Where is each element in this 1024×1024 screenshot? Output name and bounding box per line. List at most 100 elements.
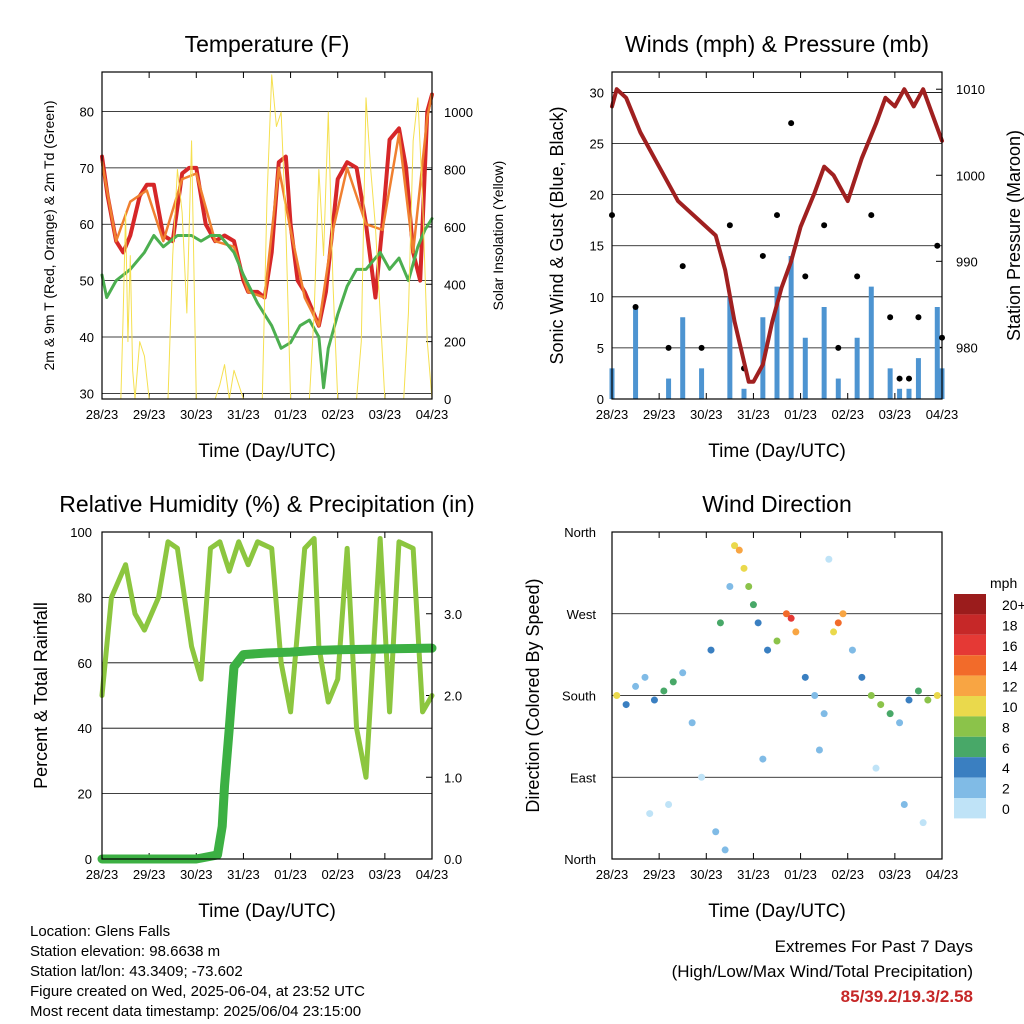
y2-tick-label: 200 xyxy=(444,335,466,350)
gust-point xyxy=(821,222,828,229)
x-tick-label: 31/23 xyxy=(737,407,770,422)
direction-point xyxy=(924,696,932,704)
direction-point xyxy=(735,546,743,554)
direction-point xyxy=(679,669,687,677)
precip-line xyxy=(97,643,437,864)
chart-panel-winds: Winds (mph) & Pressure (mb) 28/23 29/23 30/… xyxy=(547,31,1024,462)
legend-label: 8 xyxy=(1002,719,1010,735)
x-tick-label: 29/23 xyxy=(643,867,676,882)
x-tick-label: 28/23 xyxy=(86,867,119,882)
y2-axis-label: Solar Insolation (Yellow) xyxy=(490,161,506,311)
legend-swatch xyxy=(954,696,986,717)
y-tick-label: 0 xyxy=(597,392,604,407)
gust-point xyxy=(906,375,912,382)
direction-point xyxy=(716,619,724,627)
legend-label: 20+ xyxy=(1002,597,1024,613)
y2-tick-label: 0.0 xyxy=(444,852,462,867)
y2-axis-label: Station Pressure (Maroon) xyxy=(1004,130,1024,341)
direction-point xyxy=(830,628,838,636)
x-axis-label: Time (Day/UTC) xyxy=(708,441,846,462)
x-tick-label: 04/23 xyxy=(416,407,449,422)
x-tick-label: 28/23 xyxy=(86,407,119,422)
chart-panel-temperature: Temperature (F) 28/23 29/23 30/23 31/23 01/23… xyxy=(41,31,506,462)
plot-frame xyxy=(611,531,943,860)
direction-point xyxy=(867,692,875,699)
direction-point xyxy=(886,710,894,718)
legend-label: 10 xyxy=(1002,699,1018,715)
gust-point xyxy=(726,222,733,229)
legend-label: 0 xyxy=(1002,801,1010,817)
station-info: Location: Glens Falls Station elevation:… xyxy=(30,922,365,1022)
x-axis-label: Time (Day/UTC) xyxy=(708,901,846,922)
y-tick-label: 80 xyxy=(80,104,94,119)
y2-tick-label: 3.0 xyxy=(444,607,462,622)
y-tick-label: 70 xyxy=(80,161,94,176)
x-tick-label: 29/23 xyxy=(133,407,166,422)
x-tick-label: 31/23 xyxy=(227,867,260,882)
direction-point xyxy=(665,801,673,808)
direction-point xyxy=(787,614,795,622)
y-tick-label: 10 xyxy=(590,290,604,305)
legend-swatch xyxy=(954,675,986,696)
y-tick-label: 20 xyxy=(78,787,92,802)
direction-point xyxy=(764,646,772,654)
direction-point xyxy=(754,619,762,627)
x-tick-label: 03/23 xyxy=(879,867,912,882)
direction-point xyxy=(782,610,790,618)
chart-title: Relative Humidity (%) & Precipitation (i… xyxy=(59,491,474,517)
direction-point xyxy=(811,692,819,699)
direction-point xyxy=(773,637,781,645)
legend-label: 12 xyxy=(1002,679,1018,695)
legend-label: 14 xyxy=(1002,658,1018,674)
y-tick-label: 15 xyxy=(590,239,604,254)
legend-label: 18 xyxy=(1002,617,1018,633)
plot-frame xyxy=(101,71,433,400)
direction-point xyxy=(839,610,847,618)
x-tick-label: 02/23 xyxy=(831,867,864,882)
x-tick-label: 04/23 xyxy=(416,867,449,882)
direction-point xyxy=(641,673,649,681)
y2-tick-label: 600 xyxy=(444,220,466,235)
y2-tick-label: 990 xyxy=(956,254,978,269)
legend-swatch xyxy=(954,594,986,615)
pressure-line xyxy=(610,87,944,384)
direction-point xyxy=(858,673,866,681)
extremes-subtitle: (High/Low/Max Wind/Total Precipitation) xyxy=(671,962,973,981)
y-tick-label: North xyxy=(564,525,596,540)
gust-point xyxy=(934,242,941,249)
direction-point xyxy=(712,828,720,836)
legend-label: 4 xyxy=(1002,760,1010,776)
direction-point xyxy=(834,619,842,627)
y-tick-label: 20 xyxy=(590,188,604,203)
gust-point xyxy=(835,344,842,351)
legend-title: mph xyxy=(990,575,1017,591)
latlon-text: Station lat/lon: 43.3409; -73.602 xyxy=(30,963,243,980)
series-line-t9m xyxy=(100,93,434,327)
direction-point xyxy=(707,646,715,654)
y2-tick-label: 0 xyxy=(444,392,451,407)
y-axis-label: Percent & Total Rainfall xyxy=(31,602,51,789)
x-tick-label: 03/23 xyxy=(879,407,912,422)
y2-tick-label: 1.0 xyxy=(444,770,462,785)
gust-point xyxy=(854,273,861,280)
x-tick-label: 03/23 xyxy=(369,867,402,882)
direction-point xyxy=(933,692,941,699)
y2-tick-label: 2.0 xyxy=(444,689,462,704)
x-tick-label: 04/23 xyxy=(926,867,959,882)
y-tick-label: 30 xyxy=(80,386,94,401)
x-tick-label: 31/23 xyxy=(737,867,770,882)
x-tick-label: 30/23 xyxy=(690,867,723,882)
direction-point xyxy=(740,564,748,572)
x-tick-label: 02/23 xyxy=(831,407,864,422)
rh-line xyxy=(99,536,435,780)
direction-point xyxy=(792,628,800,636)
x-tick-label: 02/23 xyxy=(321,407,354,422)
recent-text: Most recent data timestamp: 2025/06/04 2… xyxy=(30,1003,362,1020)
x-tick-label: 01/23 xyxy=(274,867,307,882)
x-tick-label: 01/23 xyxy=(784,867,817,882)
direction-point xyxy=(726,583,734,590)
gust-point xyxy=(887,314,894,321)
direction-point xyxy=(613,692,621,699)
gust-point xyxy=(915,314,922,321)
